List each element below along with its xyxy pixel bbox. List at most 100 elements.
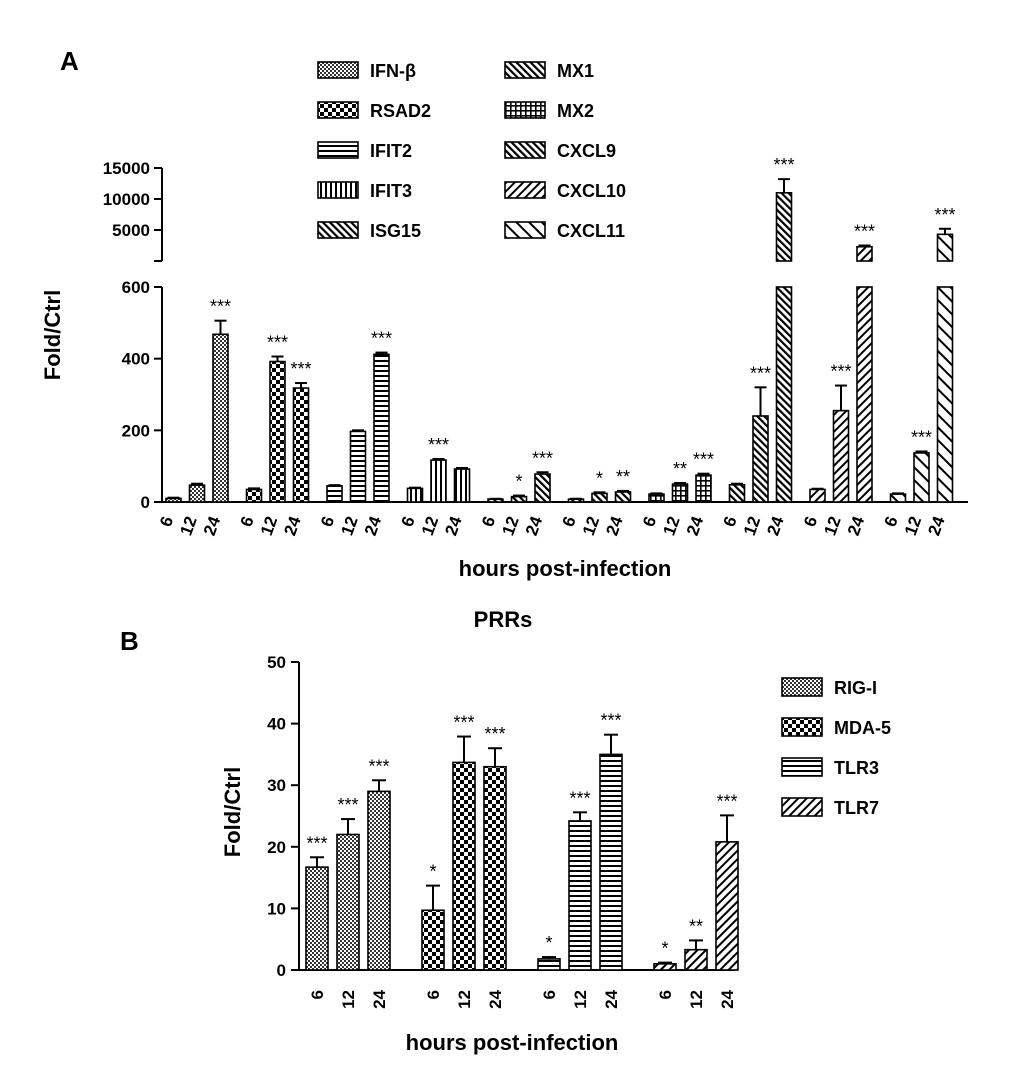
panel-a-group-ifn: 6 12 *** 24	[156, 297, 231, 538]
legend-label: MX1	[557, 61, 594, 81]
panel-b-x-tick-label: 12	[455, 990, 474, 1009]
panel-a-letter: A	[60, 46, 79, 76]
legend-swatch	[317, 221, 359, 239]
legend-item-mx1: MX1	[504, 61, 594, 81]
bar-rsad2-6h	[245, 488, 263, 503]
legend-item-cxcl10: CXCL10	[504, 181, 626, 201]
panel-a-group-mx2: 6 ** 12 *** 24	[639, 450, 714, 538]
significance-label: ***	[854, 222, 875, 242]
bar-tlr3-24h	[599, 753, 623, 971]
panel-b-y-tick-label: 0	[277, 961, 286, 980]
bar-mx2-6h	[648, 493, 665, 503]
bar-ifit2-24h	[373, 353, 390, 503]
panel-b-x-tick-label: 6	[540, 990, 559, 999]
panel-a-x-tick-label: 12	[901, 514, 925, 538]
panel-b-x-tick-label: 6	[308, 990, 327, 999]
panel-a-x-tick-label: 24	[441, 513, 466, 538]
legend-label: RIG-I	[834, 678, 877, 698]
legend-label: RSAD2	[370, 101, 431, 121]
panel-a-bars: 6 12***24 6***12***24 6 12***24 6***12 24 6*12*…	[156, 155, 955, 538]
significance-label: *	[661, 939, 668, 959]
legend-swatch	[781, 677, 823, 697]
significance-label: *	[429, 862, 436, 882]
legend-item-ifit3: IFIT3	[317, 181, 412, 201]
bar-tlr7-24h	[715, 841, 739, 971]
bar-tlr3-12h	[568, 820, 592, 971]
panel-a-x-tick-label: 12	[176, 514, 200, 538]
significance-label: ***	[750, 363, 771, 383]
bar-cxcl10-6h	[809, 488, 826, 503]
legend-swatch	[504, 61, 546, 79]
bar-rig-i-12h	[336, 833, 360, 971]
panel-a-y-tick-label: 600	[122, 278, 150, 297]
bar-cxcl10-24h-lower	[856, 286, 873, 503]
panel-b-x-tick-label: 12	[687, 990, 706, 1009]
legend-swatch	[504, 141, 546, 159]
panel-b-y-tick-label: 10	[267, 899, 286, 918]
bar-cxcl9-12h	[752, 415, 769, 503]
panel-a-group-cxcl11: 6 *** 12 *** 24	[881, 205, 956, 538]
significance-label: *	[515, 472, 522, 492]
panel-a-x-tick-label: 12	[820, 514, 844, 538]
significance-label: ***	[484, 724, 505, 744]
panel-b-x-tick-label: 12	[339, 990, 358, 1009]
panel-a-x-tick-label: 24	[763, 513, 788, 538]
legend-label: MDA-5	[834, 718, 891, 738]
panel-b-group-rig-i: *** 6 *** 12 *** 24	[305, 756, 391, 1009]
significance-label: **	[689, 916, 703, 936]
legend-label: CXCL10	[557, 181, 626, 201]
bar-rsad2-12h	[269, 360, 286, 503]
panel-a-x-tick-label: 6	[720, 514, 741, 529]
significance-label: *	[596, 468, 603, 488]
panel-a-group-cxcl10: 6 *** 12 *** 24	[800, 222, 875, 539]
panel-a-x-tick-label: 24	[522, 513, 547, 538]
panel-a-x-tick-label: 6	[639, 514, 660, 529]
significance-label: ***	[532, 448, 553, 468]
significance-label: *	[545, 933, 552, 953]
bar-isg15-12h	[510, 495, 528, 503]
bar-ifn-24h	[212, 333, 229, 503]
panel-a-y-axis-title: Fold/Ctrl	[40, 290, 65, 380]
panel-a-x-tick-label: 24	[602, 513, 627, 538]
legend-swatch	[781, 757, 823, 777]
panel-a-x-tick-label: 12	[257, 514, 281, 538]
panel-a-y-tick-label: 400	[122, 350, 150, 369]
bar-mx2-12h	[671, 483, 689, 503]
panel-b-x-tick-label: 24	[718, 989, 737, 1008]
significance-label: ***	[693, 450, 714, 470]
panel-a-x-axis-title: hours post-infection	[459, 556, 672, 581]
panel-b-y-tick-label: 40	[267, 715, 286, 734]
significance-label: ***	[773, 155, 794, 175]
panel-a-group-ifit2: 6 12 *** 24	[317, 329, 392, 539]
legend-item-mda-5: MDA-5	[781, 717, 891, 738]
bar-cxcl9-6h	[728, 483, 746, 503]
legend-swatch	[781, 717, 823, 737]
panel-a-x-tick-label: 6	[317, 514, 338, 529]
bar-isg15-24h	[534, 473, 551, 503]
panel-a-y-tick-label: 0	[141, 493, 150, 512]
legend-swatch	[504, 181, 546, 199]
significance-label: ***	[600, 711, 621, 731]
panel-b-group-tlr3: * 6 *** 12 *** 24	[537, 711, 623, 1009]
panel-a: A Fold/Ctrl hours post-infection 0 200 400…	[40, 46, 968, 581]
panel-a-y-tick-label: 200	[122, 421, 150, 440]
panel-b-title: PRRs	[474, 607, 533, 632]
panel-a-x-tick-label: 24	[361, 513, 386, 538]
legend-label: ISG15	[370, 221, 421, 241]
legend-swatch	[317, 101, 359, 119]
panel-a-group-rsad2: 6 *** 12 *** 24	[237, 333, 312, 539]
bar-ifn-12h	[188, 484, 206, 503]
legend-item-cxcl9: CXCL9	[504, 141, 616, 161]
panel-a-x-tick-label: 24	[844, 513, 869, 538]
bar-tlr7-12h	[684, 948, 708, 971]
panel-a-x-tick-label: 24	[924, 513, 949, 538]
panel-b-y-tick-label: 20	[267, 838, 286, 857]
panel-b-y-tick-label: 30	[267, 776, 286, 795]
panel-a-x-tick-label: 6	[237, 514, 258, 529]
panel-a-x-tick-label: 12	[659, 514, 683, 538]
significance-label: ***	[428, 435, 449, 455]
bar-ifit2-6h	[326, 485, 343, 503]
panel-b-x-tick-label: 24	[370, 989, 389, 1008]
significance-label: **	[616, 467, 630, 487]
panel-a-x-tick-label: 12	[498, 514, 522, 538]
